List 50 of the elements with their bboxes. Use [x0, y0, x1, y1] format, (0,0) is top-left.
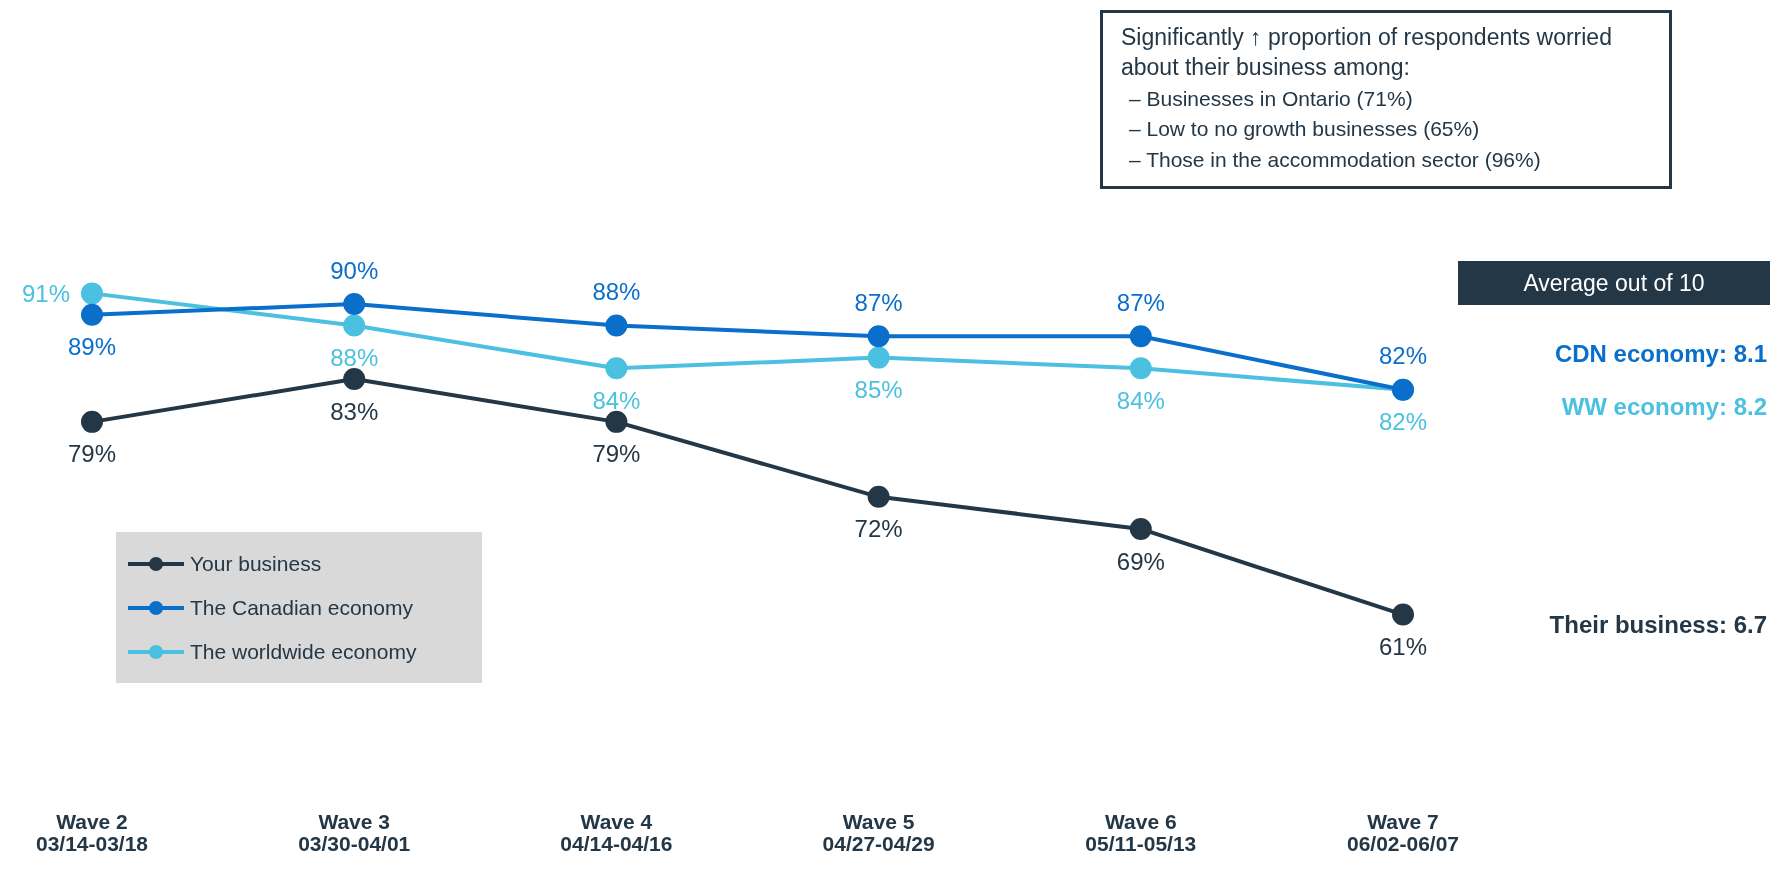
point	[867, 485, 890, 508]
data-label: 87%	[854, 288, 903, 316]
data-label: 91%	[21, 280, 70, 308]
data-label: 85%	[854, 376, 903, 404]
point	[81, 303, 103, 326]
x-tick-label: Wave 3 03/30-04/01	[298, 809, 411, 855]
x-tick-label: Wave 6 05/11-05/13	[1085, 809, 1197, 855]
data-label: 87%	[1116, 288, 1165, 316]
data-label: 61%	[1378, 633, 1428, 661]
data-label: 84%	[592, 386, 641, 414]
point	[605, 357, 628, 380]
data-label: 79%	[67, 440, 117, 468]
point	[605, 314, 628, 337]
data-label: 69%	[1116, 547, 1165, 575]
point	[343, 293, 366, 316]
point	[343, 368, 366, 391]
text: – Low to no growth businesses (65%)	[1128, 116, 1481, 143]
data-label: 84%	[1116, 386, 1165, 414]
text: – Those in the accommodation sector (96%)	[1128, 146, 1542, 173]
data-label: 82%	[1378, 408, 1428, 436]
text: CDN economy: 8.1	[1554, 340, 1767, 368]
text: – Businesses in Ontario (71%)	[1128, 85, 1414, 112]
point	[81, 282, 103, 305]
point	[1129, 325, 1152, 348]
point	[81, 410, 103, 433]
x-tick-label: Wave 7 06/02-06/07	[1346, 809, 1460, 855]
legend-label: Your business	[190, 552, 322, 576]
point	[1129, 517, 1152, 540]
legend-label: The worldwide economy	[190, 640, 417, 664]
data-label: 90%	[330, 256, 379, 284]
data-label: 72%	[854, 515, 903, 543]
data-label: 88%	[592, 278, 641, 306]
point	[343, 314, 366, 337]
point	[1392, 603, 1414, 626]
data-label: 83%	[330, 397, 379, 425]
point	[867, 325, 890, 348]
data-label: 82%	[1378, 342, 1428, 370]
x-tick-label: Wave 2 03/14-03/18	[35, 809, 149, 855]
point	[1129, 357, 1152, 380]
text: WW economy: 8.2	[1561, 393, 1767, 421]
point	[605, 410, 628, 433]
data-label: 79%	[592, 440, 641, 468]
data-label: 89%	[67, 333, 117, 361]
data-label: 88%	[330, 344, 379, 372]
point	[867, 346, 890, 369]
legend-label: The Canadian economy	[190, 596, 413, 620]
text: Their business: 6.7	[1549, 611, 1767, 639]
text: Significantly ↑ proportion of respondents worried about their business among:	[1121, 23, 1613, 82]
x-tick-label: Wave 4 04/14-04/16	[560, 809, 673, 855]
x-tick-label: Wave 5 04/27-04/29	[822, 809, 935, 855]
